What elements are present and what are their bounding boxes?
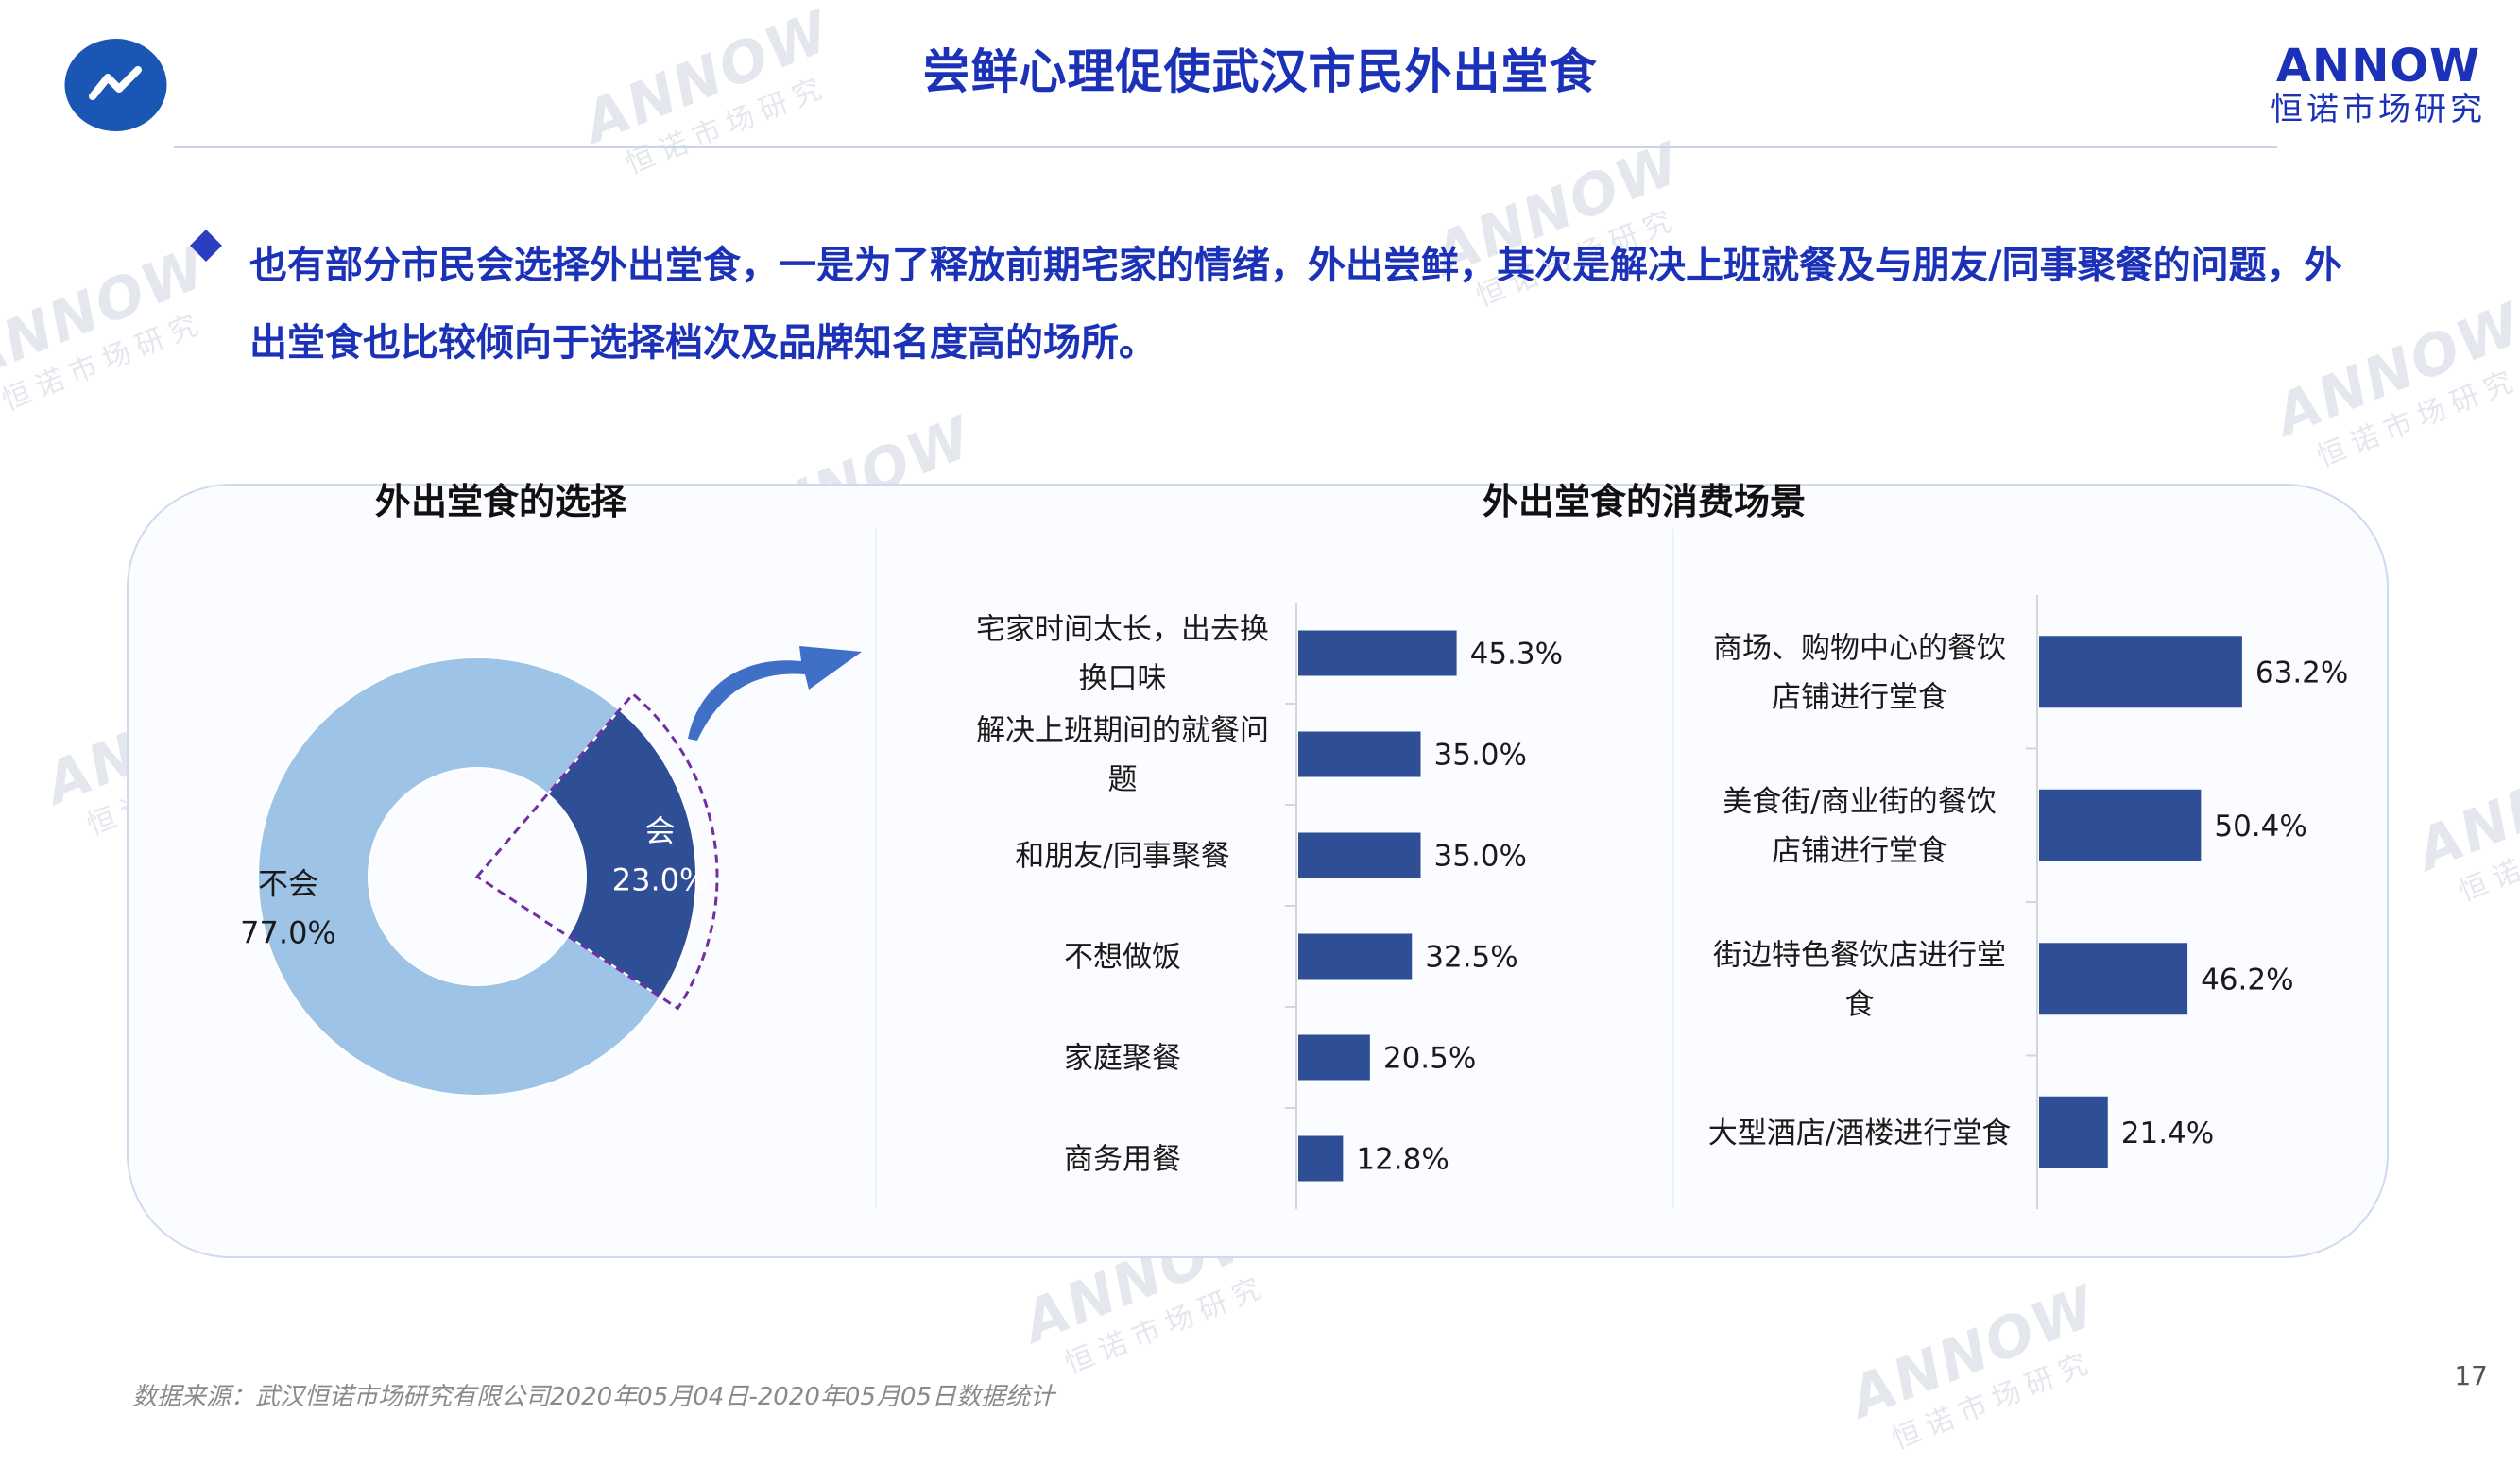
brand-logo: ANNOW 恒诺市场研究 [2265, 42, 2492, 128]
bar [1298, 630, 1457, 676]
bar-category-label: 商务用餐 [1064, 1143, 1181, 1177]
bar-category-label: 大型酒店/酒楼进行堂食 [1708, 1117, 2011, 1151]
bar-chart-title: 外出堂食的消费场景 [1482, 481, 1806, 522]
bar [1298, 731, 1421, 777]
bar-value-label: 35.0% [1434, 739, 1527, 773]
bar [1298, 1034, 1370, 1081]
trend-icon [64, 39, 167, 131]
donut-slice-value: 23.0% [612, 861, 709, 897]
page-number: 17 [2454, 1360, 2488, 1391]
bar-category-label: 家庭聚餐 [1064, 1042, 1181, 1076]
donut-slice-value: 77.0% [240, 914, 336, 950]
bar-category-label: 宅家时间太长，出去换 [976, 613, 1269, 647]
page-title: 尝鲜心理促使武汉市民外出堂食 [922, 44, 1598, 99]
curved-arrow-icon [688, 646, 862, 741]
bar-category-label: 店铺进行堂食 [1772, 834, 1947, 868]
donut-slice [257, 656, 662, 1097]
bar-value-label: 21.4% [2121, 1117, 2214, 1151]
bar-value-label: 35.0% [1434, 840, 1527, 874]
donut-slice-label: 会 [645, 812, 676, 848]
bar-value-label: 20.5% [1383, 1042, 1476, 1076]
bar-category-label: 美食街/商业街的餐饮 [1723, 785, 1996, 819]
bar [2039, 789, 2202, 861]
bar-category-label: 商场、购物中心的餐饮 [1713, 631, 2006, 665]
bar [1298, 1135, 1344, 1182]
bar-category-label: 解决上班期间的就餐问 [976, 714, 1269, 748]
bar-category-label: 食 [1845, 987, 1875, 1021]
bar-value-label: 46.2% [2201, 963, 2293, 997]
bar-value-label: 32.5% [1425, 941, 1517, 975]
chart-panel [127, 484, 2389, 1258]
brand-name-en: ANNOW [2275, 40, 2481, 93]
bar-category-label: 不想做饭 [1064, 941, 1181, 975]
lead-text: 也有部分市民会选择外出堂食，一是为了释放前期宅家的情绪，外出尝鲜，其次是解决上班… [249, 244, 2342, 365]
bar [2039, 636, 2242, 708]
panel-divider [1672, 529, 1674, 1209]
data-source-note: 数据来源：武汉恒诺市场研究有限公司2020年05月04日-2020年05月05日… [132, 1383, 1055, 1411]
bar [2039, 1096, 2108, 1168]
bar [1298, 933, 1413, 980]
bar-category-label: 店铺进行堂食 [1772, 680, 1947, 714]
bar-category-label: 题 [1108, 763, 1138, 797]
donut-chart-title: 外出堂食的选择 [374, 481, 626, 522]
brand-name-cn: 恒诺市场研究 [2271, 91, 2486, 128]
donut-slice [546, 708, 697, 998]
bar-value-label: 12.8% [1356, 1143, 1449, 1177]
bar-category-label: 街边特色餐饮店进行堂 [1713, 938, 2006, 972]
bar-value-label: 45.3% [1470, 638, 1563, 672]
donut-slice-label: 不会 [258, 865, 318, 901]
bar-value-label: 50.4% [2214, 810, 2306, 844]
bar-value-label: 63.2% [2255, 656, 2348, 690]
title-divider [174, 146, 2277, 148]
bar-category-label: 换口味 [1079, 662, 1167, 696]
bar-category-label: 和朋友/同事聚餐 [1015, 840, 1229, 874]
panel-divider [875, 529, 877, 1209]
bar [2039, 943, 2188, 1015]
bar [1298, 832, 1421, 878]
highlight-callout-outline [474, 691, 719, 1011]
